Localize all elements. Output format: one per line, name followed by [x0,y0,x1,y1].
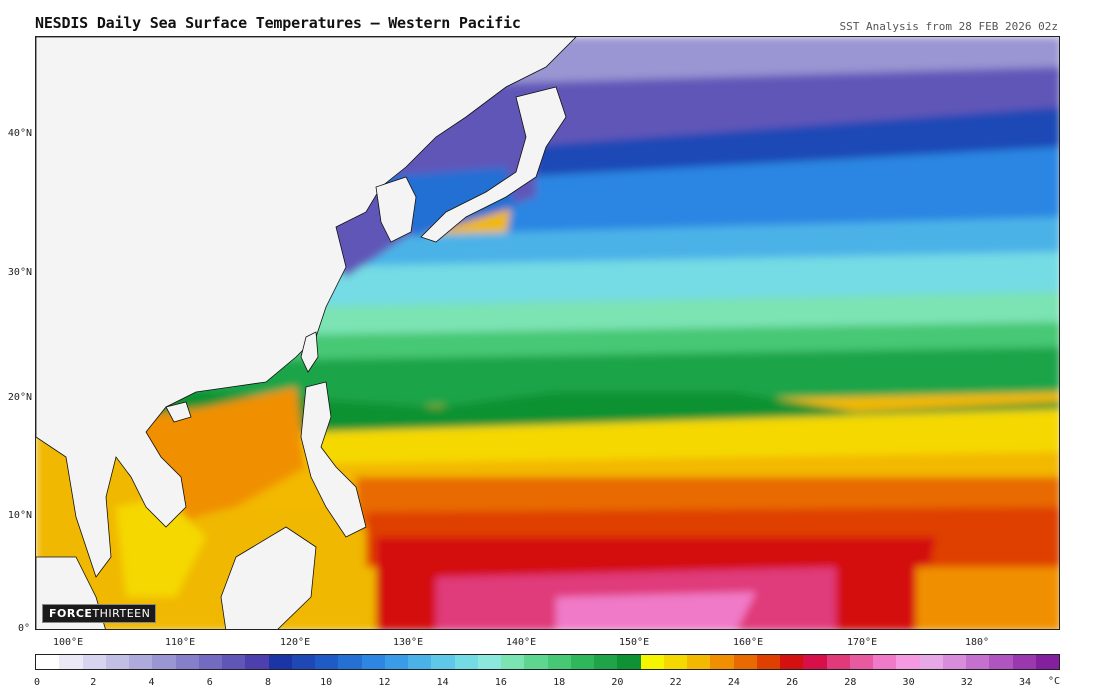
colorbar-tick-label: 16 [494,677,507,688]
colorbar-tick-label: 26 [786,677,799,688]
analysis-timestamp: SST Analysis from 28 FEB 2026 02z [839,20,1058,33]
colorbar-segment [477,655,501,669]
colorbar-segment [896,655,920,669]
colorbar-segment [175,655,199,669]
hainan [165,401,192,423]
colorbar-segment [733,655,757,669]
lat-label-30n: 30°N [7,267,32,278]
lon-label-160e: 160°E [733,637,764,648]
lon-label-130e: 130°E [393,637,424,648]
colorbar-segment [82,655,106,669]
taiwan [300,331,319,373]
colorbar-segment [152,655,176,669]
colorbar-segment [594,655,618,669]
colorbar-tick-label: 4 [148,677,155,688]
colorbar-segment [849,655,873,669]
colorbar-segment [989,655,1013,669]
chart-title: NESDIS Daily Sea Surface Temperatures — … [35,14,521,32]
colorbar-segment [431,655,455,669]
colorbar-segment [105,655,129,669]
colorbar-segment [687,655,711,669]
colorbar-tick-label: 0 [33,677,41,688]
colorbar-segment [524,655,548,669]
colorbar-segment [338,655,362,669]
colorbar-segment [1012,655,1036,669]
colorbar-segment [454,655,478,669]
colorbar-tick-label: 12 [378,677,391,688]
colorbar-tick-label: 2 [90,677,97,688]
colorbar-tick-label: 34 [1019,677,1032,688]
colorbar-segment [268,655,292,669]
colorbar-segment [803,655,827,669]
colorbar-segment [966,655,990,669]
colorbar-segment [570,655,594,669]
colorbar-tick-label: 30 [902,677,915,688]
japan [420,86,567,243]
colorbar-tick-label: 8 [264,677,271,688]
lon-label-180: 180° [965,637,990,648]
colorbar-segment [710,655,734,669]
colorbar-tick-label: 32 [960,677,973,688]
asia-mainland [36,37,577,578]
korea [375,176,417,243]
temperature-colorbar [35,654,1060,670]
colorbar-segment [361,655,385,669]
colorbar-segment [919,655,943,669]
colorbar-unit: °C [1047,676,1060,687]
colorbar-segment [617,655,641,669]
colorbar-segment [222,655,246,669]
colorbar-segment [198,655,222,669]
colorbar-segment [942,655,966,669]
philippines [300,381,367,538]
lon-label-100e: 100°E [53,637,84,648]
colorbar-segment [59,655,83,669]
colorbar-segment [408,655,432,669]
force-thirteen-logo: FORCETHIRTEEN [42,604,157,623]
lat-label-10n: 10°N [7,510,32,521]
colorbar-segment [547,655,571,669]
sst-map-canvas [36,37,1059,629]
borneo [220,526,317,629]
lon-label-120e: 120°E [280,637,311,648]
lon-label-150e: 150°E [619,637,650,648]
colorbar-segment [36,655,60,669]
colorbar-segment [826,655,850,669]
colorbar-segment [780,655,804,669]
colorbar-tick-label: 22 [669,677,682,688]
lon-label-170e: 170°E [847,637,878,648]
colorbar-segment [1035,655,1059,669]
colorbar-tick-label: 28 [844,677,857,688]
colorbar-segment [640,655,664,669]
sst-field [36,37,1059,629]
colorbar-tick-label: 24 [727,677,740,688]
colorbar-tick-label: 20 [611,677,624,688]
colorbar-tick-label: 18 [553,677,566,688]
lat-label-20n: 20°N [7,392,32,403]
colorbar-segment [501,655,525,669]
colorbar-segment [245,655,269,669]
colorbar-tick-label: 6 [206,677,213,688]
colorbar-segment [291,655,315,669]
colorbar-segment [873,655,897,669]
lon-label-110e: 110°E [165,637,196,648]
colorbar-segment [663,655,687,669]
colorbar-segment [315,655,339,669]
lon-label-140e: 140°E [506,637,537,648]
lat-label-0: 0° [17,623,30,634]
colorbar-segment [384,655,408,669]
colorbar-tick-label: 10 [320,677,333,688]
colorbar-segment [129,655,153,669]
colorbar-tick-label: 14 [436,677,449,688]
sst-map [35,36,1060,630]
colorbar-segment [756,655,780,669]
lat-label-40n: 40°N [7,128,32,139]
